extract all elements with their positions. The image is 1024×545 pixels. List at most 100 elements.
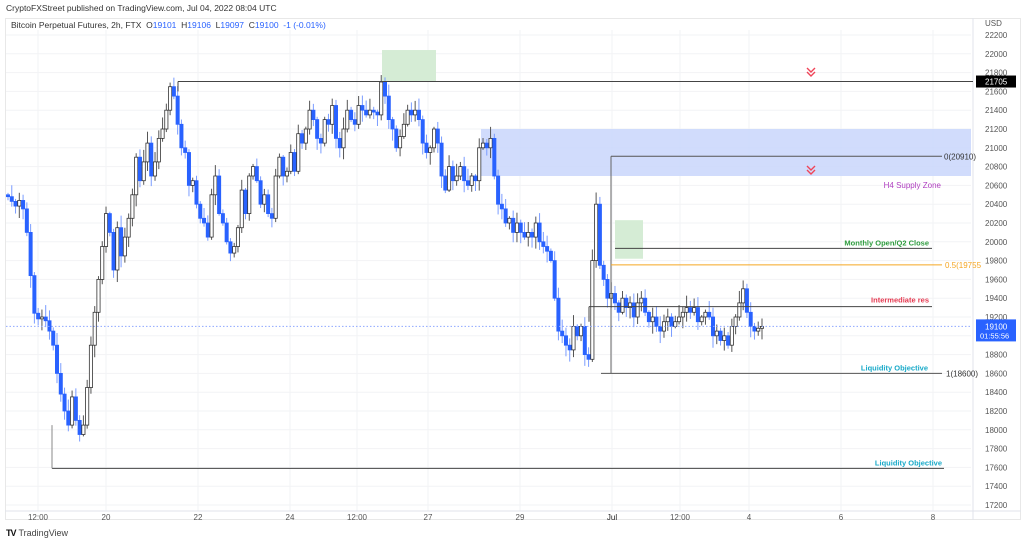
candle-up[interactable] [122,236,127,257]
candle-down[interactable] [349,109,354,120]
candle-down[interactable] [643,297,648,313]
candle-down[interactable] [300,133,305,144]
candle-up[interactable] [703,311,708,318]
candle-down[interactable] [171,86,176,97]
candle-up[interactable] [307,109,312,130]
candle-down[interactable] [669,316,674,327]
candle-down[interactable] [269,213,274,219]
candle-down[interactable] [616,302,621,313]
candle-up[interactable] [665,316,670,323]
candle-down[interactable] [175,95,180,125]
candle-down[interactable] [111,231,116,271]
candle-down[interactable] [710,316,715,337]
candle-down[interactable] [202,217,207,224]
candle-down[interactable] [21,200,26,210]
candle-down[interactable] [77,419,82,435]
candle-up[interactable] [85,387,90,426]
candle-up[interactable] [126,217,131,238]
candle-down[interactable] [311,109,316,120]
candle-down[interactable] [420,119,425,144]
candle-down[interactable] [28,231,33,277]
candle-up[interactable] [367,109,372,116]
candle-down[interactable] [149,142,154,177]
candle-down[interactable] [315,119,320,139]
candle-down[interactable] [217,175,222,214]
candle-up[interactable] [92,311,97,346]
candle-up[interactable] [680,311,685,318]
candle-down[interactable] [107,213,112,233]
candle-up[interactable] [273,175,278,219]
candle-down[interactable] [484,142,489,149]
candle-up[interactable] [628,302,633,308]
candle-up[interactable] [650,316,655,323]
candle-up[interactable] [115,227,120,271]
candle-down[interactable] [318,137,323,144]
candle-down[interactable] [582,325,587,355]
candle-down[interactable] [43,316,48,322]
candle-down[interactable] [537,222,542,243]
candle-up[interactable] [81,424,86,435]
candle-up[interactable] [741,288,746,304]
candle-down[interactable] [32,275,37,314]
candle-down[interactable] [224,222,229,243]
candle-down[interactable] [552,260,557,299]
candle-up[interactable] [413,109,418,116]
candle-down[interactable] [556,297,561,332]
candle-down[interactable] [597,203,602,266]
candle-down[interactable] [688,307,693,313]
candle-down[interactable] [605,278,610,299]
candle-down[interactable] [654,316,659,327]
candle-up[interactable] [96,278,101,313]
candle-down[interactable] [198,203,203,219]
candle-down[interactable] [563,335,568,346]
candle-down[interactable] [646,311,651,323]
candle-up[interactable] [104,213,109,247]
candle-down[interactable] [258,180,263,205]
candle-down[interactable] [511,217,516,233]
candle-up[interactable] [251,166,256,177]
candle-up[interactable] [141,161,146,182]
candle-up[interactable] [277,156,282,177]
candle-up[interactable] [699,316,704,323]
candle-down[interactable] [748,311,753,327]
candle-down[interactable] [473,175,478,182]
candle-up[interactable] [130,194,135,219]
candle-down[interactable] [220,213,225,224]
candle-down[interactable] [541,241,546,247]
candle-up[interactable] [514,222,519,233]
candle-down[interactable] [545,246,550,252]
candle-down[interactable] [58,372,63,395]
candle-up[interactable] [447,166,452,191]
candle-down[interactable] [462,166,467,182]
candle-down[interactable] [465,180,470,186]
candle-up[interactable] [153,161,158,177]
candle-up[interactable] [481,142,486,149]
candle-down[interactable] [243,189,248,215]
candle-up[interactable] [262,194,267,205]
candle-down[interactable] [205,222,210,238]
candle-up[interactable] [213,175,218,196]
candle-up[interactable] [239,189,244,229]
candle-down[interactable] [55,344,60,374]
candle-up[interactable] [164,109,169,130]
candle-down[interactable] [281,156,286,177]
candle-down[interactable] [586,354,591,360]
candle-down[interactable] [518,222,523,233]
candle-down[interactable] [575,325,580,337]
candle-up[interactable] [661,321,666,332]
candle-down[interactable] [624,297,629,309]
candle-down[interactable] [394,128,399,149]
candle-up[interactable] [635,302,640,318]
candle-down[interactable] [695,307,700,323]
candle-down[interactable] [13,200,18,207]
candle-up[interactable] [190,180,195,186]
candle-up[interactable] [526,231,531,238]
candle-down[interactable] [375,111,380,116]
candle-down[interactable] [364,109,369,116]
candle-down[interactable] [24,208,29,233]
h4-supply-zone-box[interactable] [481,129,971,176]
candle-up[interactable] [507,217,512,224]
candle-down[interactable] [337,137,342,149]
candle-down[interactable] [752,325,757,332]
